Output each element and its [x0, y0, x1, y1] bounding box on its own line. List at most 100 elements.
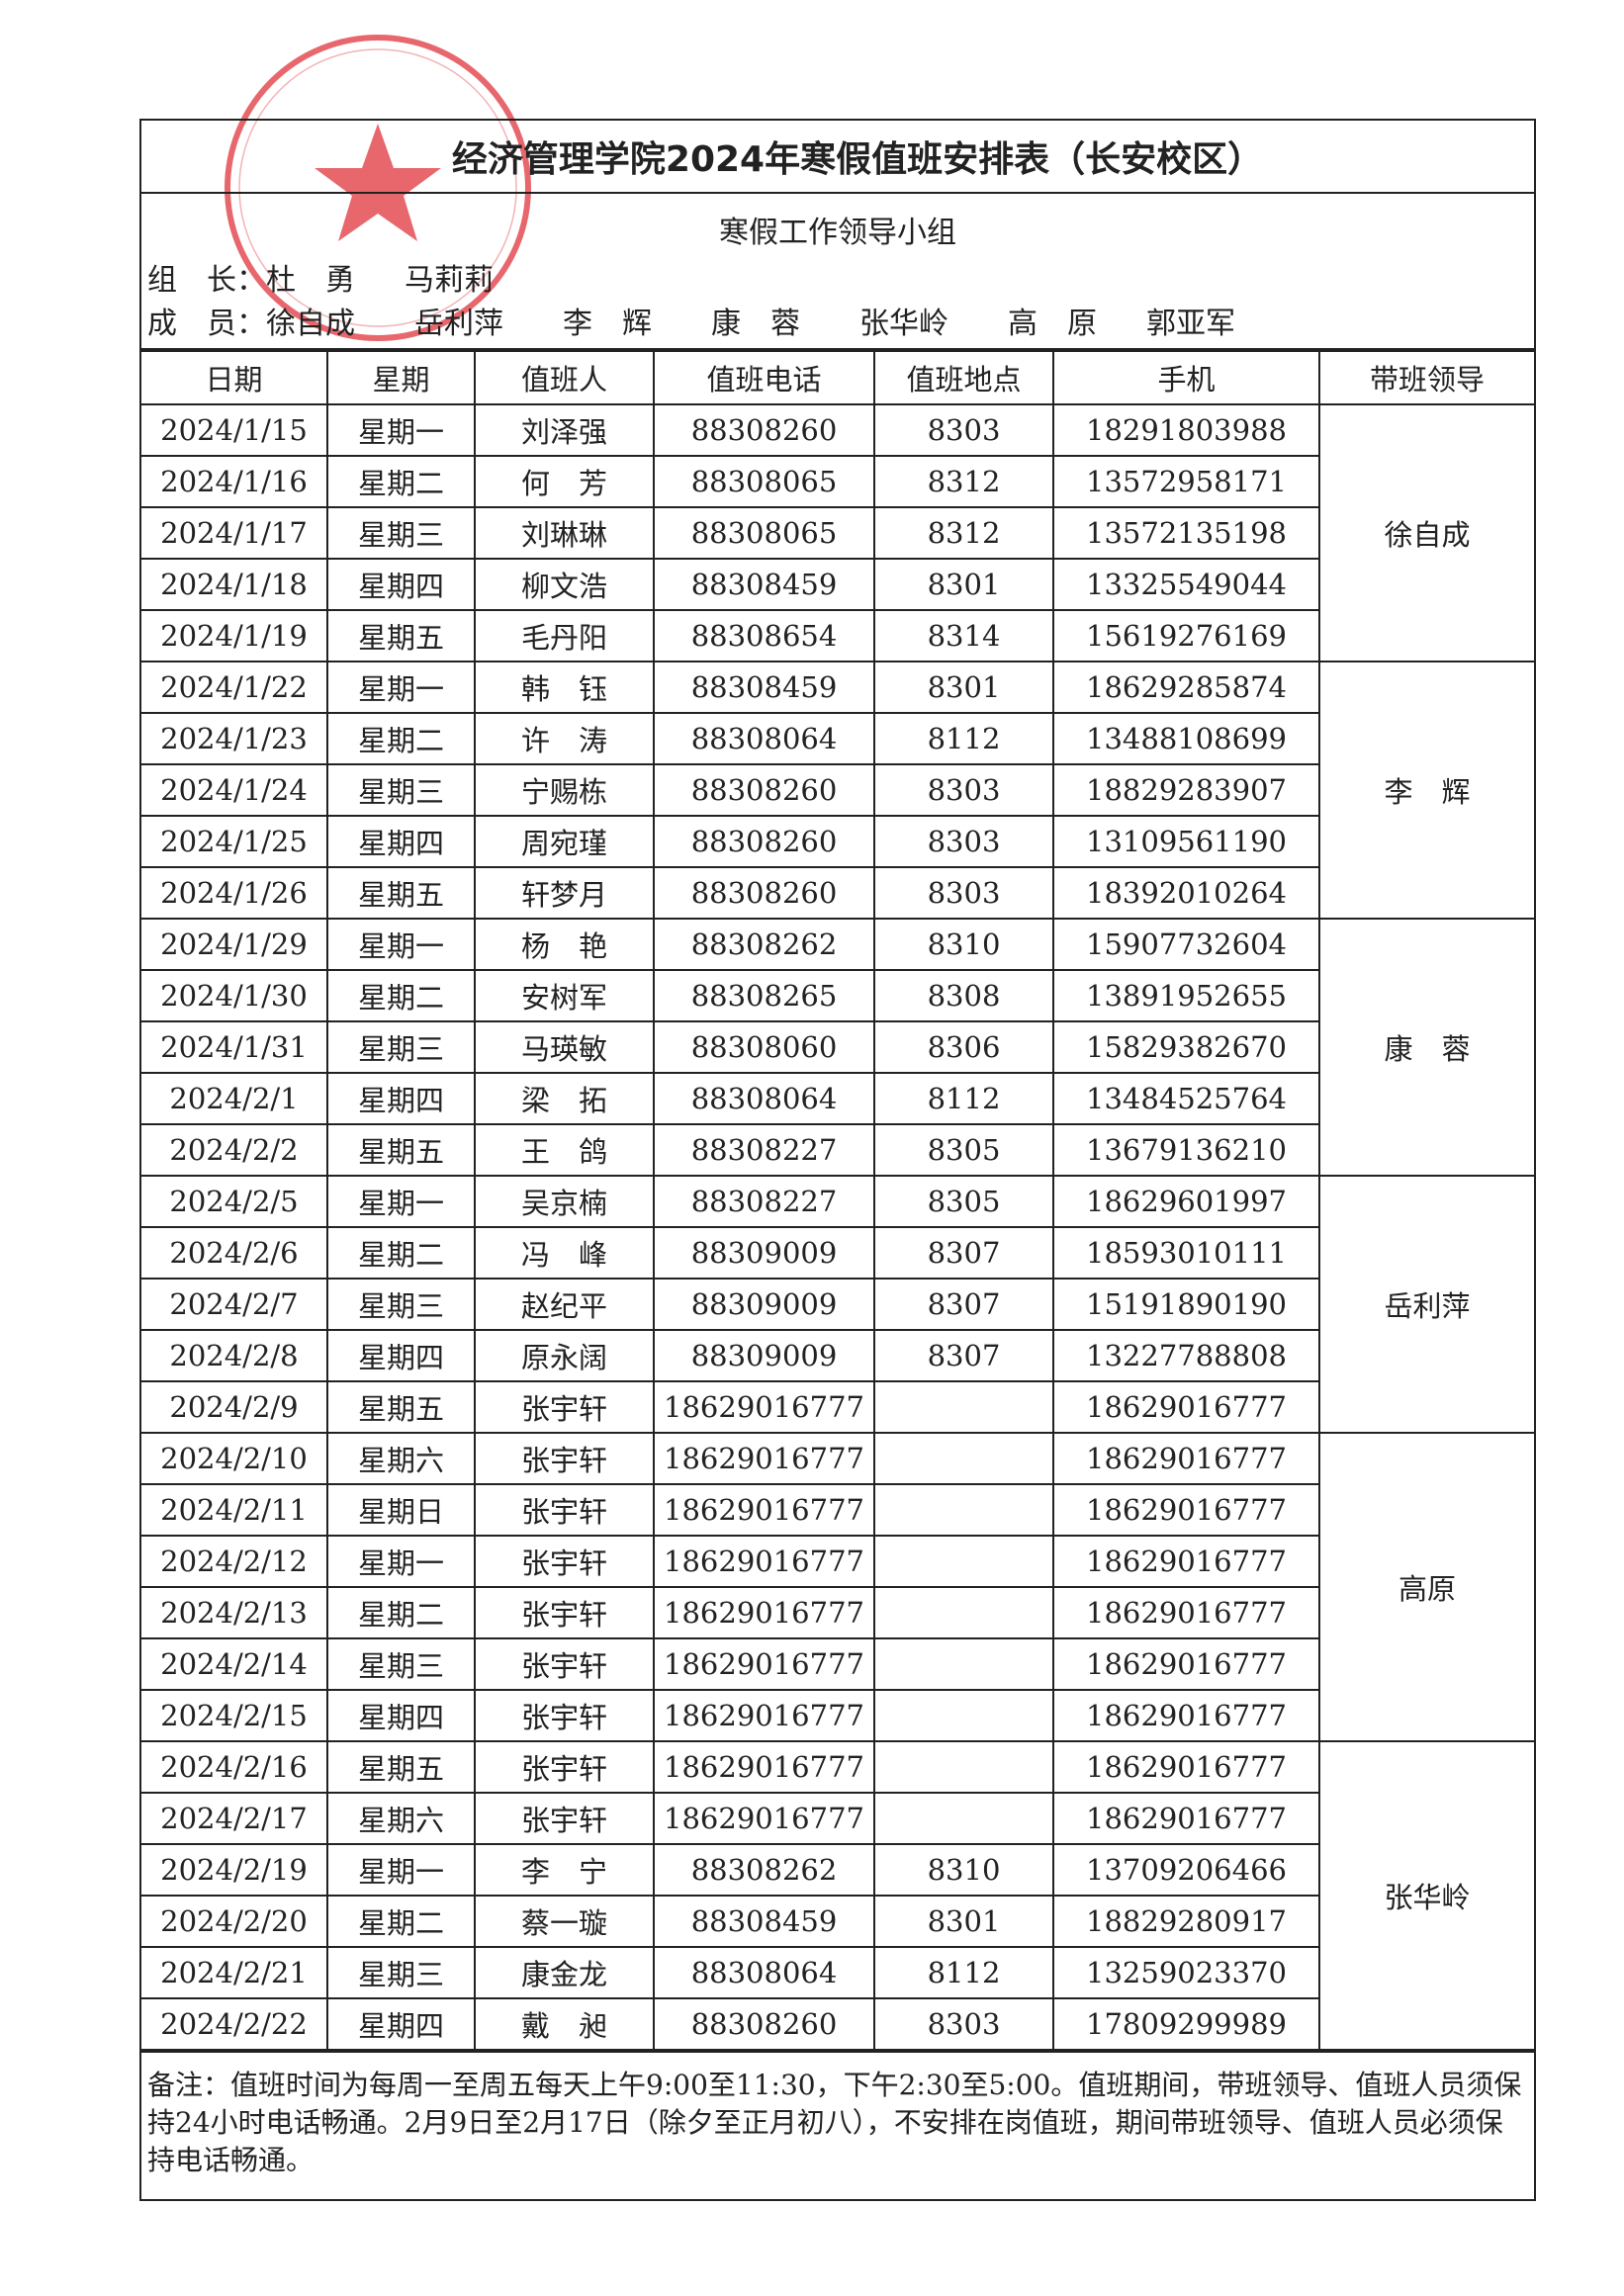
- cell-mobile: 18829283907: [1052, 763, 1319, 817]
- cell-date: 2024/1/31: [141, 1020, 328, 1074]
- member-name: 郭亚军: [1146, 307, 1235, 341]
- cell-phone: 88308260: [653, 403, 875, 457]
- cell-mobile: 13891952655: [1052, 969, 1319, 1022]
- cell-leader: 岳利萍: [1318, 1175, 1534, 1434]
- cell-date: 2024/1/17: [141, 506, 328, 560]
- cell-mobile: 18291803988: [1052, 403, 1320, 457]
- cell-phone: 18629016777: [653, 1535, 875, 1588]
- cell-date: 2024/2/15: [141, 1689, 328, 1742]
- cell-phone: 18629016777: [653, 1689, 875, 1742]
- cell-weekday: 星期五: [326, 1123, 476, 1177]
- cell-date: 2024/2/5: [141, 1175, 328, 1228]
- cell-weekday: 星期一: [326, 403, 476, 457]
- cell-weekday: 星期一: [326, 918, 476, 971]
- cell-leader: 康 蓉: [1318, 918, 1534, 1177]
- cell-person: 张宇轩: [474, 1432, 655, 1485]
- table-row: 2024/1/25 星期四 周宛瑾 88308260 8303 13109561190: [141, 815, 1534, 868]
- cell-location: 8307: [873, 1226, 1054, 1280]
- members-row: 成 员： 徐自成 岳利萍 李 辉 康 蓉 张华岭 高 原 郭亚军: [147, 299, 1235, 342]
- cell-phone: 88308459: [653, 1895, 875, 1948]
- leader-name: 马莉莉: [405, 263, 494, 298]
- table-row: 2024/1/17 星期三 刘琳琳 88308065 8312 13572135198: [141, 506, 1534, 560]
- cell-location: 8301: [873, 661, 1054, 714]
- table-row: 2024/2/1 星期四梁 拓 88308064 8112 13484525764: [141, 1072, 1534, 1125]
- cell-date: 2024/1/22: [141, 661, 328, 714]
- cell-location: 8312: [873, 506, 1054, 560]
- cell-person: 张宇轩: [474, 1637, 655, 1691]
- table-row: 2024/2/16 星期五 张宇轩 18629016777 18629016777 张华岭: [141, 1740, 1534, 2051]
- cell-location: 8112: [873, 1072, 1054, 1125]
- cell-date: 2024/2/17: [141, 1792, 328, 1845]
- cell-location: 8314: [873, 609, 1054, 662]
- cell-location: [873, 1380, 1054, 1434]
- cell-leader: 高原: [1318, 1432, 1534, 1742]
- cell-phone: 88308064: [653, 1072, 875, 1125]
- cell-phone: 88308260: [653, 866, 875, 920]
- cell-mobile: 18629016777: [1052, 1586, 1319, 1639]
- cell-phone: 88308459: [653, 661, 875, 714]
- cell-location: 8308: [873, 969, 1054, 1022]
- notes: 备注：值班时间为每周一至周五每天上午9:00至11:30，下午2:30至5:00…: [141, 2051, 1534, 2199]
- cell-mobile: 13484525764: [1052, 1072, 1319, 1125]
- cell-weekday: 星期三: [326, 763, 476, 817]
- table-row: 2024/1/30 星期二 安树军 88308265 8308 13891952655: [141, 969, 1534, 1022]
- cell-date: 2024/2/10: [141, 1432, 328, 1485]
- cell-weekday: 星期四: [326, 1997, 476, 2051]
- cell-location: 8310: [873, 1843, 1054, 1897]
- cell-mobile: 18629016777: [1052, 1637, 1319, 1691]
- col-leader: 带班领导: [1318, 350, 1534, 405]
- cell-date: 2024/2/19: [141, 1843, 328, 1897]
- cell-phone: 18629016777: [653, 1586, 875, 1639]
- cell-location: 8306: [873, 1020, 1054, 1074]
- member-name: 张华岭: [859, 307, 948, 341]
- cell-person: 张宇轩: [474, 1483, 655, 1537]
- cell-weekday: 星期二: [326, 1895, 476, 1948]
- table-row: 2024/2/12 星期一 张宇轩 18629016777 18629016777: [141, 1535, 1534, 1588]
- cell-weekday: 星期三: [326, 1020, 476, 1074]
- cell-mobile: 15907732604: [1052, 918, 1320, 971]
- cell-phone: 18629016777: [653, 1740, 875, 1794]
- table-row: 2024/2/7 星期三 赵纪平 88309009 8307 15191890190: [141, 1278, 1534, 1331]
- cell-phone: 88308227: [653, 1175, 875, 1228]
- cell-person: 宁赐栋: [474, 763, 655, 817]
- cell-person: 何 芳: [474, 455, 655, 508]
- table-row: 2024/2/19 星期一李 宁 88308262 8310 13709206466: [141, 1843, 1534, 1897]
- cell-person: 杨 艳: [474, 918, 655, 971]
- member-label: 成 员：: [147, 307, 266, 341]
- cell-mobile: 13259023370: [1052, 1946, 1319, 1999]
- cell-date: 2024/2/7: [141, 1278, 328, 1331]
- duty-table: 日期 星期 值班人 值班电话 值班地点 手机 带班领导 2024/1/15 星期一…: [141, 350, 1534, 2051]
- table-row: 2024/2/21 星期三 康金龙 88308064 8112 13259023370: [141, 1946, 1534, 1999]
- cell-mobile: 13109561190: [1052, 815, 1319, 868]
- cell-date: 2024/2/2: [141, 1123, 328, 1177]
- cell-phone: 88308262: [653, 918, 875, 971]
- cell-phone: 88308065: [653, 455, 875, 508]
- cell-date: 2024/2/11: [141, 1483, 328, 1537]
- cell-person: 轩梦月: [474, 866, 655, 920]
- cell-weekday: 星期四: [326, 1072, 476, 1125]
- cell-phone: 88308227: [653, 1123, 875, 1177]
- cell-date: 2024/1/29: [141, 918, 328, 971]
- cell-leader: 张华岭: [1318, 1740, 1534, 2051]
- cell-location: 8305: [873, 1123, 1054, 1177]
- cell-date: 2024/2/22: [141, 1997, 328, 2051]
- table-row: 2024/1/18 星期四 柳文浩 88308459 8301 13325549044: [141, 558, 1534, 611]
- cell-mobile: 13325549044: [1052, 558, 1319, 611]
- cell-location: [873, 1689, 1054, 1742]
- cell-person: 张宇轩: [474, 1535, 655, 1588]
- cell-date: 2024/2/9: [141, 1380, 328, 1434]
- cell-mobile: 13227788808: [1052, 1329, 1319, 1382]
- cell-date: 2024/2/20: [141, 1895, 328, 1948]
- cell-weekday: 星期五: [326, 609, 476, 662]
- cell-date: 2024/1/23: [141, 712, 328, 765]
- cell-mobile: 13488108699: [1052, 712, 1319, 765]
- cell-location: 8303: [873, 403, 1054, 457]
- table-row: 2024/1/16 星期二何 芳 88308065 8312 13572958171: [141, 455, 1534, 508]
- leadership-subtitle: 寒假工作领导小组: [719, 216, 956, 250]
- table-row: 2024/2/13 星期二 张宇轩 18629016777 18629016777: [141, 1586, 1534, 1639]
- cell-person: 韩 钰: [474, 661, 655, 714]
- cell-date: 2024/1/24: [141, 763, 328, 817]
- cell-date: 2024/2/12: [141, 1535, 328, 1588]
- cell-phone: 18629016777: [653, 1792, 875, 1845]
- cell-phone: 88308654: [653, 609, 875, 662]
